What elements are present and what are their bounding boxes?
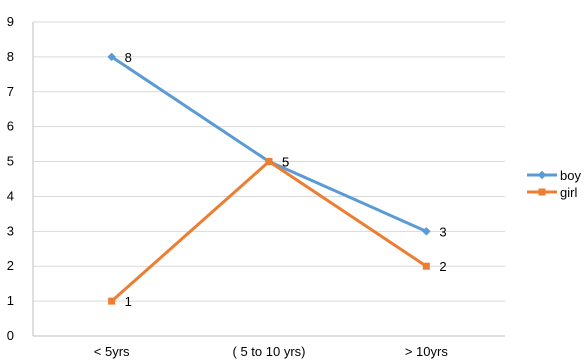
data-point-boy [107, 52, 117, 62]
y-tick-label: 3 [7, 223, 14, 238]
legend-item-girl: girl [527, 185, 577, 200]
y-tick-label: 1 [7, 293, 14, 308]
y-axis-tick-labels: 0 1 2 3 4 5 6 7 8 9 [7, 14, 14, 343]
series-boy: 8 5 3 [107, 50, 447, 239]
y-tick-label: 9 [7, 14, 14, 29]
axes [32, 22, 505, 337]
data-point-boy [421, 226, 431, 236]
data-label-girl: 2 [439, 259, 446, 274]
y-tick-label: 5 [7, 154, 14, 169]
data-point-girl [422, 262, 430, 270]
data-point-girl [108, 297, 116, 305]
series-line-boy [110, 55, 428, 233]
y-tick-label: 7 [7, 84, 14, 99]
x-tick-label: > 10yrs [405, 344, 448, 359]
legend-swatch-marker [538, 188, 546, 196]
legend-swatch-marker [537, 170, 547, 180]
data-label-boy: 5 [282, 155, 289, 170]
x-tick-label: ( 5 to 10 yrs) [233, 344, 306, 359]
data-label-boy: 3 [439, 224, 446, 239]
legend-label-boy: boy [560, 168, 581, 183]
y-tick-label: 2 [7, 258, 14, 273]
x-tick-label: < 5yrs [94, 344, 130, 359]
y-tick-label: 0 [7, 328, 14, 343]
legend: boy girl [527, 168, 581, 200]
data-label-girl: 1 [125, 294, 132, 309]
y-tick-label: 8 [7, 49, 14, 64]
data-label-boy: 8 [125, 50, 132, 65]
data-point-girl [265, 158, 273, 166]
y-tick-label: 4 [7, 188, 14, 203]
legend-item-boy: boy [527, 168, 581, 183]
series-girl: 1 5 2 [108, 155, 447, 309]
x-axis-tick-labels: < 5yrs ( 5 to 10 yrs) > 10yrs [94, 344, 449, 359]
legend-label-girl: girl [560, 185, 577, 200]
data-label-girl: 5 [282, 155, 289, 170]
y-tick-label: 6 [7, 119, 14, 134]
